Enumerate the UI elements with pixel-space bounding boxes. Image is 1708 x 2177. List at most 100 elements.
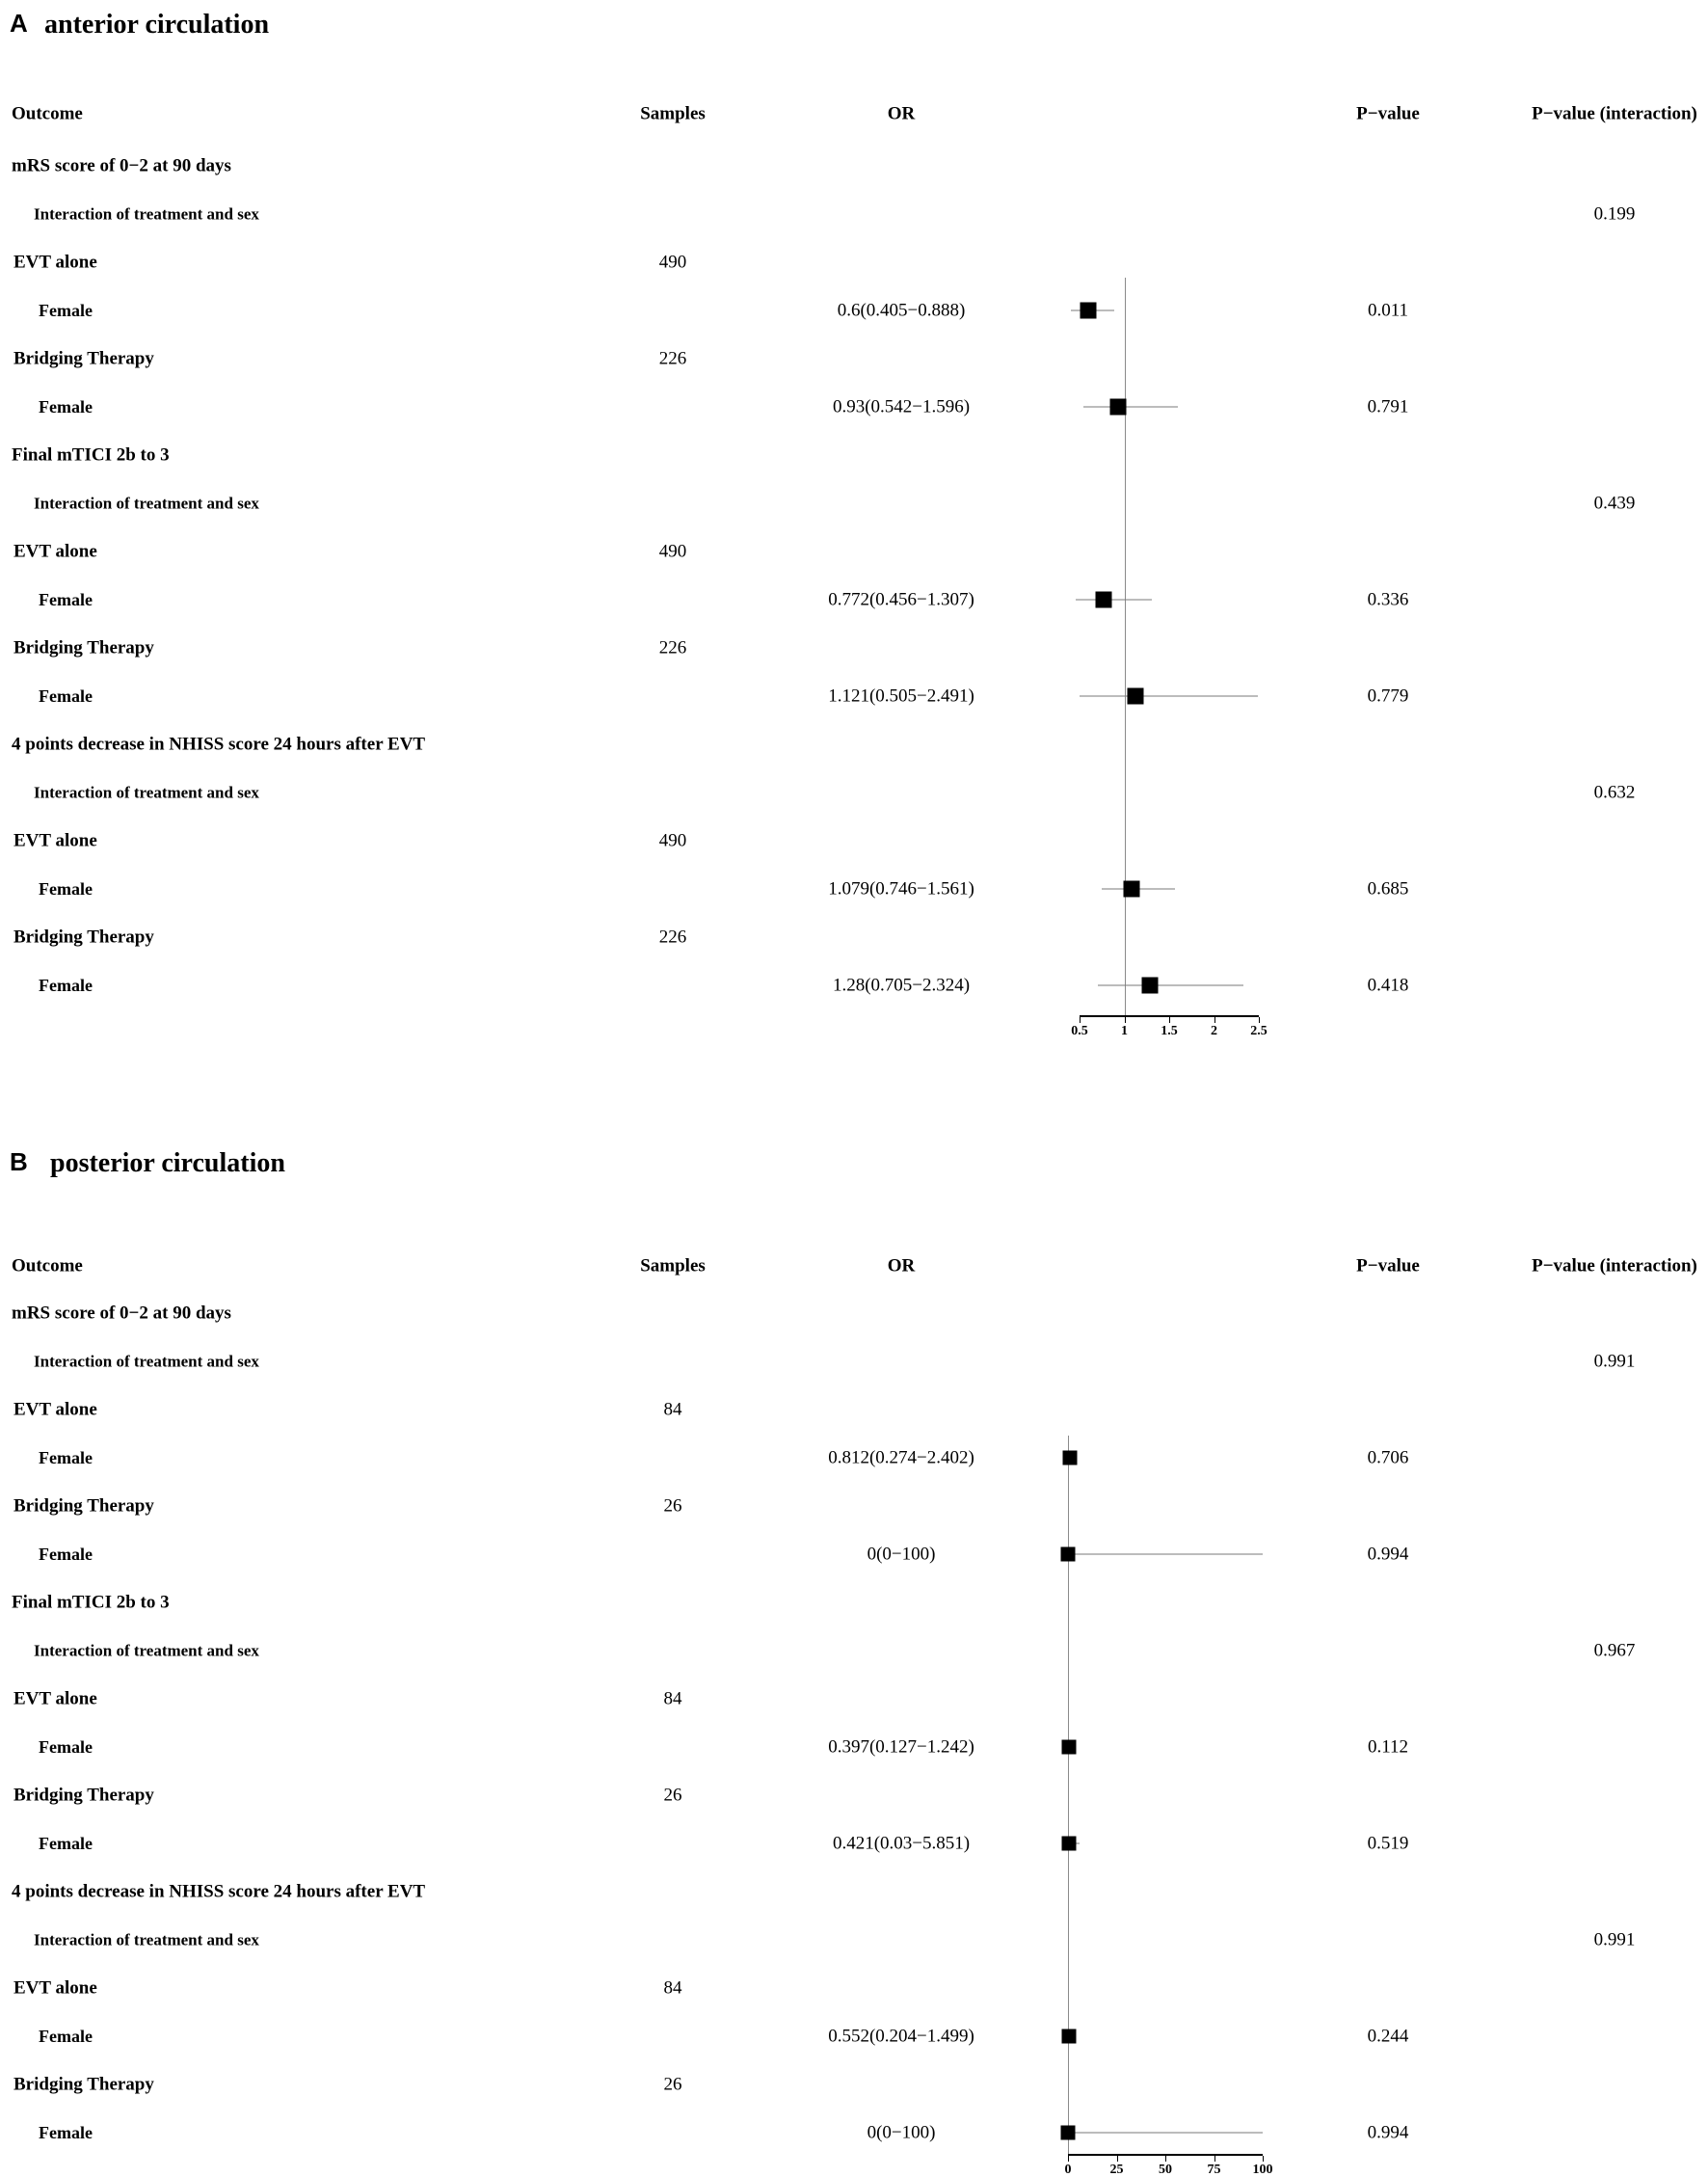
column-header-outcome: Outcome (12, 1255, 83, 1277)
ci-line (1068, 1553, 1263, 1555)
panel-label: A (10, 9, 28, 38)
p-value: 0.706 (1367, 1447, 1409, 1468)
row-label-estimate: Female (39, 1448, 93, 1467)
row-label-estimate: Female (39, 686, 93, 706)
or-ci-value: 1.28(0.705−2.324) (832, 975, 971, 996)
p-value: 0.418 (1367, 975, 1409, 996)
p-value: 0.994 (1367, 2122, 1409, 2143)
row-label-outcome: Final mTICI 2b to 3 (12, 444, 170, 466)
ci-line (1082, 406, 1178, 408)
row-label-arm: Bridging Therapy (13, 1495, 154, 1517)
or-ci-value: 0.552(0.204−1.499) (828, 2026, 974, 2047)
row-label-arm: EVT alone (13, 830, 97, 851)
or-ci-value: 1.121(0.505−2.491) (828, 685, 974, 707)
p-interaction-value: 0.632 (1593, 782, 1636, 803)
or-marker (1060, 1546, 1076, 1562)
x-axis-line (1068, 2154, 1263, 2156)
x-axis-tick-label: 75 (1207, 2163, 1221, 2177)
column-header-pinteraction: P−value (interaction) (1532, 103, 1697, 124)
ci-line (1068, 2132, 1263, 2134)
x-axis-tick-label: 0.5 (1071, 1024, 1088, 1038)
p-interaction-value: 0.439 (1593, 493, 1636, 514)
column-header-or: OR (887, 1255, 916, 1277)
x-axis-tick (1165, 2156, 1166, 2162)
row-label-estimate: Female (39, 976, 93, 995)
x-axis-tick-label: 1.5 (1161, 1024, 1178, 1038)
or-ci-value: 1.079(0.746−1.561) (828, 878, 974, 900)
reference-line (1124, 278, 1126, 1015)
row-label-estimate: Female (39, 301, 93, 320)
samples-value: 26 (663, 1785, 682, 1806)
or-marker (1109, 398, 1127, 416)
samples-value: 26 (663, 1495, 682, 1517)
x-axis-tick-label: 0 (1064, 2163, 1072, 2177)
row-label-estimate: Female (39, 1834, 93, 1853)
x-axis-tick-label: 1 (1121, 1024, 1128, 1038)
samples-value: 226 (658, 348, 687, 369)
or-marker (1061, 2029, 1077, 2044)
ci-line (1080, 695, 1259, 697)
samples-value: 490 (658, 830, 687, 851)
samples-value: 226 (658, 927, 687, 948)
or-ci-value: 0(0−100) (867, 1544, 936, 1565)
x-axis-line (1080, 1015, 1259, 1017)
p-value: 0.244 (1367, 2026, 1409, 2047)
row-label-interaction: Interaction of treatment and sex (34, 494, 259, 513)
p-value: 0.685 (1367, 878, 1409, 900)
column-header-or: OR (887, 103, 916, 124)
row-label-interaction: Interaction of treatment and sex (34, 1930, 259, 1949)
x-axis-tick (1169, 1017, 1170, 1023)
row-label-outcome: mRS score of 0−2 at 90 days (12, 155, 231, 176)
or-marker (1061, 1836, 1077, 1851)
panel-label: B (10, 1147, 28, 1176)
or-ci-value: 0.421(0.03−5.851) (832, 1833, 971, 1854)
p-value: 0.791 (1367, 396, 1409, 417)
row-label-estimate: Female (39, 1545, 93, 1564)
row-label-arm: Bridging Therapy (13, 927, 154, 948)
samples-value: 26 (663, 2074, 682, 2095)
x-axis-tick-label: 2.5 (1250, 1024, 1268, 1038)
p-value: 0.336 (1367, 589, 1409, 610)
or-marker (1141, 977, 1159, 994)
samples-value: 84 (663, 1688, 682, 1709)
x-axis-tick (1116, 2156, 1118, 2162)
or-ci-value: 0.812(0.274−2.402) (828, 1447, 974, 1468)
row-label-arm: EVT alone (13, 1977, 97, 1999)
row-label-outcome: 4 points decrease in NHISS score 24 hour… (12, 1881, 426, 1902)
x-axis-tick-label: 2 (1211, 1024, 1217, 1038)
row-label-estimate: Female (39, 1737, 93, 1757)
or-marker (1061, 1739, 1077, 1755)
panel-title: anterior circulation (44, 10, 270, 40)
row-label-outcome: Final mTICI 2b to 3 (12, 1592, 170, 1613)
or-marker (1060, 2125, 1076, 2140)
p-interaction-value: 0.967 (1593, 1640, 1636, 1661)
x-axis-tick (1068, 2156, 1069, 2162)
ci-line (1098, 984, 1243, 986)
row-label-interaction: Interaction of treatment and sex (34, 1352, 259, 1371)
row-label-interaction: Interaction of treatment and sex (34, 1641, 259, 1660)
row-label-estimate: Female (39, 590, 93, 609)
column-header-samples: Samples (640, 103, 706, 124)
column-header-pvalue: P−value (1356, 1255, 1420, 1277)
x-axis-tick-label: 25 (1109, 2163, 1124, 2177)
row-label-arm: EVT alone (13, 1688, 97, 1709)
column-header-samples: Samples (640, 1255, 706, 1277)
samples-value: 84 (663, 1399, 682, 1420)
samples-value: 84 (663, 1977, 682, 1999)
or-marker (1127, 687, 1144, 705)
or-ci-value: 0.6(0.405−0.888) (837, 300, 966, 321)
p-value: 0.994 (1367, 1544, 1409, 1565)
row-label-arm: Bridging Therapy (13, 637, 154, 658)
p-interaction-value: 0.199 (1593, 203, 1636, 225)
reference-line (1068, 1436, 1069, 2154)
column-header-pinteraction: P−value (interaction) (1532, 1255, 1697, 1277)
row-label-estimate: Female (39, 2123, 93, 2142)
or-ci-value: 0.772(0.456−1.307) (828, 589, 974, 610)
row-label-estimate: Female (39, 2027, 93, 2046)
row-label-interaction: Interaction of treatment and sex (34, 783, 259, 802)
x-axis-tick (1259, 1017, 1260, 1023)
or-ci-value: 0.93(0.542−1.596) (832, 396, 971, 417)
x-axis-tick (1214, 2156, 1215, 2162)
or-ci-value: 0.397(0.127−1.242) (828, 1736, 974, 1758)
